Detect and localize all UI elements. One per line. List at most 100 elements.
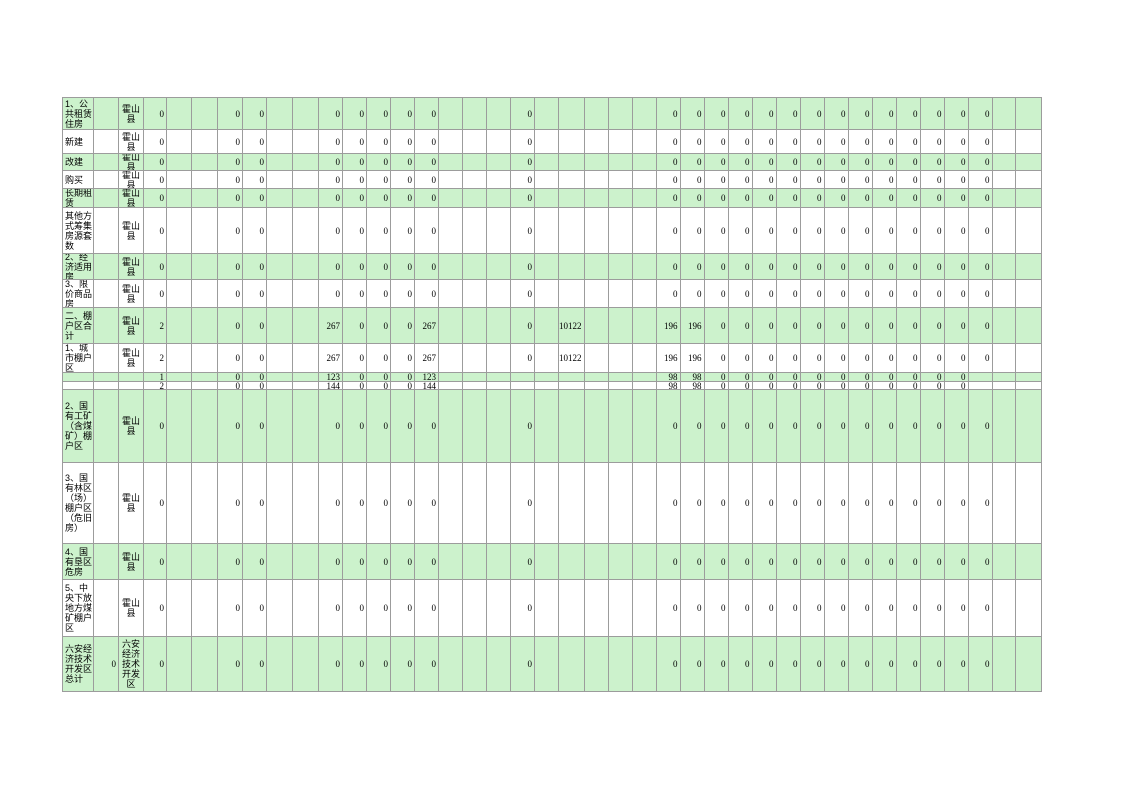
value-cell[interactable]: 0 (217, 636, 243, 692)
value-cell[interactable] (266, 543, 293, 580)
value-cell[interactable]: 0 (775, 543, 801, 580)
value-cell[interactable] (607, 279, 633, 308)
value-cell[interactable] (93, 381, 119, 390)
value-cell[interactable] (438, 579, 463, 637)
value-cell[interactable] (93, 207, 119, 254)
value-cell[interactable] (967, 381, 993, 390)
value-cell[interactable] (607, 307, 633, 344)
value-cell[interactable] (486, 543, 511, 580)
value-cell[interactable]: 0 (967, 188, 993, 208)
value-cell[interactable] (292, 307, 319, 344)
value-cell[interactable]: 0 (366, 389, 391, 463)
value-cell[interactable]: 0 (217, 372, 243, 382)
value-cell[interactable] (166, 97, 192, 130)
value-cell[interactable] (191, 97, 218, 130)
value-cell[interactable]: 0 (967, 279, 993, 308)
value-cell[interactable]: 0 (799, 543, 825, 580)
value-cell[interactable] (583, 129, 609, 154)
value-cell[interactable] (1014, 372, 1042, 382)
value-cell[interactable] (191, 543, 218, 580)
value-cell[interactable] (486, 307, 511, 344)
row-label-cell[interactable]: 4、国有垦区危房 (62, 543, 94, 580)
value-cell[interactable] (93, 170, 119, 189)
value-cell[interactable]: 0 (967, 207, 993, 254)
value-cell[interactable]: 0 (943, 543, 969, 580)
value-cell[interactable]: 0 (217, 279, 243, 308)
value-cell[interactable] (534, 129, 559, 154)
value-cell[interactable]: 0 (775, 579, 801, 637)
value-cell[interactable]: 0 (679, 636, 705, 692)
value-cell[interactable] (1014, 343, 1042, 373)
value-cell[interactable] (438, 343, 463, 373)
value-cell[interactable]: 0 (655, 253, 681, 280)
value-cell[interactable] (191, 153, 218, 171)
value-cell[interactable]: 0 (895, 153, 921, 171)
value-cell[interactable]: 0 (775, 97, 801, 130)
value-cell[interactable] (583, 543, 609, 580)
value-cell[interactable] (607, 97, 633, 130)
row-label-cell[interactable]: 长期租赁 (62, 188, 94, 208)
value-cell[interactable] (607, 188, 633, 208)
value-cell[interactable] (462, 372, 487, 382)
value-cell[interactable]: 0 (342, 389, 367, 463)
value-cell[interactable]: 0 (727, 579, 753, 637)
value-cell[interactable]: 0 (871, 462, 897, 544)
value-cell[interactable]: 0 (895, 170, 921, 189)
value-cell[interactable]: 0 (679, 188, 705, 208)
value-cell[interactable]: 0 (366, 462, 391, 544)
value-cell[interactable]: 0 (217, 462, 243, 544)
value-cell[interactable] (191, 462, 218, 544)
value-cell[interactable]: 0 (510, 307, 535, 344)
value-cell[interactable]: 2 (143, 381, 167, 390)
value-cell[interactable] (607, 579, 633, 637)
value-cell[interactable] (462, 253, 487, 280)
value-cell[interactable] (991, 389, 1016, 463)
value-cell[interactable]: 0 (919, 636, 945, 692)
value-cell[interactable]: 0 (143, 462, 167, 544)
value-cell[interactable]: 0 (390, 372, 415, 382)
value-cell[interactable] (991, 381, 1016, 390)
value-cell[interactable] (486, 253, 511, 280)
value-cell[interactable] (292, 343, 319, 373)
value-cell[interactable] (1014, 188, 1042, 208)
value-cell[interactable]: 0 (799, 279, 825, 308)
value-cell[interactable]: 0 (943, 153, 969, 171)
value-cell[interactable]: 0 (847, 381, 873, 390)
value-cell[interactable] (991, 153, 1016, 171)
value-cell[interactable] (438, 279, 463, 308)
value-cell[interactable] (166, 253, 192, 280)
value-cell[interactable]: 0 (414, 253, 439, 280)
value-cell[interactable]: 0 (943, 307, 969, 344)
value-cell[interactable]: 98 (679, 381, 705, 390)
value-cell[interactable]: 0 (751, 253, 777, 280)
value-cell[interactable]: 0 (823, 97, 849, 130)
value-cell[interactable] (166, 343, 192, 373)
value-cell[interactable]: 0 (655, 389, 681, 463)
value-cell[interactable] (534, 543, 559, 580)
value-cell[interactable]: 0 (703, 188, 729, 208)
value-cell[interactable] (191, 170, 218, 189)
value-cell[interactable] (166, 462, 192, 544)
value-cell[interactable]: 0 (943, 381, 969, 390)
value-cell[interactable]: 267 (414, 307, 439, 344)
value-cell[interactable]: 196 (655, 343, 681, 373)
value-cell[interactable]: 0 (967, 462, 993, 544)
value-cell[interactable]: 0 (727, 381, 753, 390)
value-cell[interactable]: 196 (679, 343, 705, 373)
value-cell[interactable]: 0 (967, 307, 993, 344)
value-cell[interactable] (166, 170, 192, 189)
value-cell[interactable] (462, 389, 487, 463)
value-cell[interactable] (583, 188, 609, 208)
region-cell[interactable]: 霍山县 (118, 97, 144, 130)
value-cell[interactable]: 0 (143, 153, 167, 171)
value-cell[interactable]: 0 (143, 253, 167, 280)
value-cell[interactable] (534, 207, 559, 254)
value-cell[interactable] (292, 381, 319, 390)
value-cell[interactable] (967, 372, 993, 382)
value-cell[interactable]: 0 (847, 97, 873, 130)
value-cell[interactable]: 0 (217, 543, 243, 580)
value-cell[interactable]: 144 (318, 381, 343, 390)
value-cell[interactable] (558, 207, 585, 254)
value-cell[interactable] (558, 253, 585, 280)
value-cell[interactable]: 0 (919, 307, 945, 344)
